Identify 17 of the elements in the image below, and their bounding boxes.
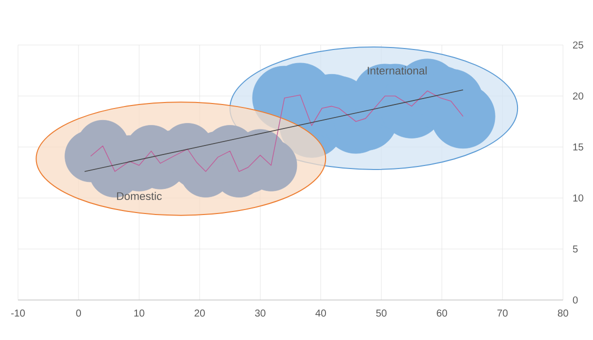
x-tick-label: 10 — [134, 310, 144, 317]
y-tick-label: 5 — [572, 246, 578, 252]
x-tick-label: 40 — [315, 310, 326, 317]
x-tick-label: 80 — [558, 310, 568, 317]
y-tick-label: 10 — [573, 194, 584, 202]
y-tick-label: 20 — [573, 92, 584, 100]
y-tick-label: 0 — [572, 296, 578, 304]
annotation: Domestic — [117, 192, 162, 200]
x-tick-label: 60 — [436, 310, 448, 317]
y-tick-label: 15 — [573, 144, 584, 150]
y-tick-label: 25 — [573, 41, 584, 49]
x-tick-label: 0 — [76, 310, 81, 317]
x-tick-label: 20 — [194, 310, 205, 317]
x-tick-label: 50 — [376, 310, 387, 317]
x-tick-label: 70 — [497, 310, 508, 317]
x-tick-label: 30 — [255, 310, 266, 317]
x-tick-label: -10 — [11, 310, 25, 317]
